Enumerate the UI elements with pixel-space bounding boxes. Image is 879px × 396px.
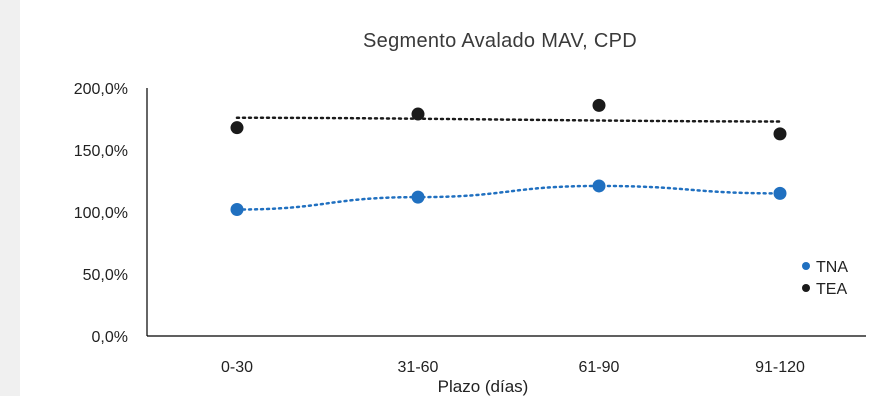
y-tick-label: 50,0% [83, 267, 128, 284]
legend-marker-tea [802, 284, 810, 292]
chart: Segmento Avalado MAV, CPD 0,0% 50,0% 100,0… [74, 30, 866, 396]
data-point-tea [592, 98, 606, 112]
data-point-tea [230, 121, 244, 135]
legend-label-tea: TEA [816, 281, 847, 298]
y-tick-label: 150,0% [74, 143, 128, 160]
chart-card: Segmento Avalado MAV, CPD 0,0% 50,0% 100,0… [20, 0, 879, 396]
trendline-tna [235, 184, 782, 211]
y-tick-label: 200,0% [74, 81, 128, 98]
data-point-tna [773, 186, 787, 200]
x-tick-label: 31-60 [398, 359, 439, 376]
legend-marker-tna [802, 262, 810, 270]
y-tick-labels: 0,0% 50,0% 100,0% 150,0% 200,0% [74, 81, 128, 346]
data-point-tea [773, 127, 787, 141]
legend-label-tna: TNA [816, 259, 848, 276]
y-tick-label: 100,0% [74, 205, 128, 222]
chart-title: Segmento Avalado MAV, CPD [363, 30, 637, 52]
data-points [230, 98, 787, 217]
x-axis-label: Plazo (días) [438, 377, 529, 396]
data-point-tna [411, 190, 425, 204]
x-tick-labels: 0-30 31-60 61-90 91-120 [221, 359, 805, 376]
data-point-tea [411, 107, 425, 121]
data-point-tna [230, 203, 244, 217]
x-tick-label: 61-90 [579, 359, 620, 376]
trendline-tea [235, 116, 782, 123]
data-point-tna [592, 179, 606, 193]
trendlines [235, 116, 782, 211]
y-tick-label: 0,0% [92, 329, 128, 346]
legend: TNA TEA [802, 259, 848, 298]
x-tick-label: 0-30 [221, 359, 253, 376]
x-tick-label: 91-120 [755, 359, 805, 376]
